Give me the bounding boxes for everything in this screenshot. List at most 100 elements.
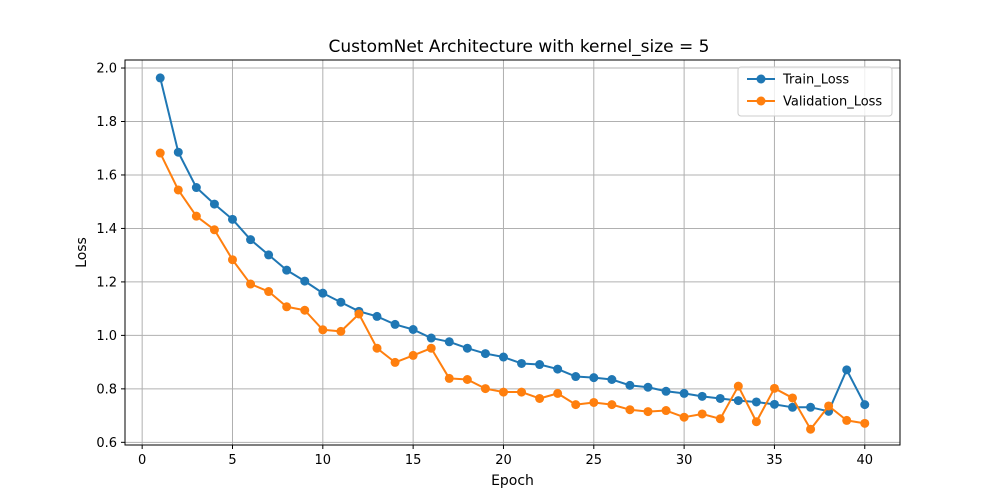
data-point-train-loss (589, 373, 599, 383)
data-point-validation-loss (517, 387, 527, 397)
data-point-validation-loss (697, 409, 707, 419)
data-point-train-loss (462, 343, 472, 353)
data-point-train-loss (173, 147, 183, 157)
data-point-validation-loss (715, 414, 725, 424)
data-point-train-loss (571, 372, 581, 382)
data-point-train-loss (480, 349, 490, 359)
data-point-train-loss (643, 382, 653, 392)
data-point-validation-loss (751, 417, 761, 427)
data-point-validation-loss (173, 185, 183, 195)
data-point-validation-loss (842, 415, 852, 425)
data-point-train-loss (625, 380, 635, 390)
data-point-train-loss (336, 297, 346, 307)
chart-title: CustomNet Architecture with kernel_size … (329, 37, 710, 57)
data-point-train-loss (390, 319, 400, 329)
plot-frame (124, 59, 901, 446)
data-point-train-loss (318, 288, 328, 298)
data-point-validation-loss (589, 397, 599, 407)
series-validation-loss (155, 148, 870, 434)
data-point-validation-loss (860, 418, 870, 428)
data-point-validation-loss (408, 350, 418, 360)
data-point-train-loss (209, 199, 219, 209)
data-point-validation-loss (444, 373, 454, 383)
y-tick-label: 1.0 (96, 329, 117, 344)
data-point-validation-loss (571, 400, 581, 410)
y-tick-label: 0.6 (96, 436, 117, 451)
data-point-validation-loss (806, 424, 816, 434)
data-point-validation-loss (354, 309, 364, 319)
y-axis-label: Loss (74, 237, 90, 268)
legend: Train_Loss Validation_Loss (737, 66, 893, 117)
data-point-train-loss (191, 183, 201, 193)
y-tick-label: 1.2 (96, 275, 117, 290)
data-point-train-loss (733, 396, 743, 406)
data-point-train-loss (860, 400, 870, 410)
y-tick-label: 1.6 (96, 168, 117, 183)
legend-marker-train-loss (756, 74, 766, 84)
data-point-validation-loss (462, 374, 472, 384)
data-point-validation-loss (372, 343, 382, 353)
legend-label-train-loss: Train_Loss (782, 73, 849, 88)
data-point-validation-loss (769, 383, 779, 393)
legend-marker-validation-loss (756, 96, 766, 106)
x-tick-label: 40 (856, 453, 873, 468)
data-point-validation-loss (824, 401, 834, 411)
data-point-validation-loss (553, 388, 563, 398)
data-point-train-loss (553, 364, 563, 374)
data-point-validation-loss (264, 287, 274, 297)
x-axis-label: Epoch (491, 473, 534, 489)
y-tick-label: 1.4 (96, 222, 117, 237)
data-point-train-loss (842, 365, 852, 375)
x-tick-label: 25 (586, 453, 603, 468)
y-tick-label: 1.8 (96, 115, 117, 130)
x-tick-label: 35 (766, 453, 783, 468)
data-point-validation-loss (155, 148, 165, 158)
x-tick-label: 0 (138, 453, 146, 468)
x-tick-label: 10 (315, 453, 332, 468)
legend-box (737, 66, 893, 117)
legend-item-train-loss: Train_Loss (747, 73, 849, 88)
data-point-train-loss (408, 325, 418, 334)
data-point-validation-loss (209, 225, 219, 235)
data-point-validation-loss (336, 326, 346, 336)
data-point-validation-loss (788, 393, 798, 403)
data-point-train-loss (661, 386, 671, 396)
data-point-train-loss (607, 374, 617, 384)
data-point-train-loss (282, 265, 292, 275)
data-point-train-loss (372, 311, 382, 321)
data-point-validation-loss (535, 393, 545, 403)
data-point-validation-loss (246, 279, 256, 289)
data-point-train-loss (246, 235, 256, 245)
series-line-train-loss (159, 77, 866, 413)
data-point-validation-loss (191, 211, 201, 221)
data-point-validation-loss (227, 255, 237, 265)
data-point-validation-loss (661, 406, 671, 416)
ticks: 0 5 10 15 20 25 30 35 40 0.6 0.8 1.0 1.2 1.4 1.6 1.8 2.0 (96, 62, 873, 468)
data-point-train-loss (751, 397, 761, 407)
data-point-validation-loss (643, 407, 653, 417)
data-point-train-loss (697, 391, 707, 401)
data-point-train-loss (444, 337, 454, 347)
legend-item-validation-loss: Validation_Loss (747, 95, 882, 110)
data-point-train-loss (769, 399, 779, 409)
data-point-train-loss (264, 250, 274, 260)
data-point-train-loss (715, 393, 725, 403)
data-point-validation-loss (300, 305, 310, 315)
series-line-validation-loss (159, 152, 865, 431)
data-point-train-loss (227, 214, 237, 224)
data-point-validation-loss (498, 387, 508, 397)
series-layer (155, 73, 870, 434)
data-point-train-loss (806, 402, 816, 412)
y-tick-label: 2.0 (96, 62, 117, 77)
x-tick-label: 15 (405, 453, 422, 468)
data-point-validation-loss (390, 357, 400, 367)
legend-label-validation-loss: Validation_Loss (783, 95, 882, 110)
data-point-train-loss (300, 276, 310, 286)
data-point-train-loss (535, 360, 545, 370)
x-tick-label: 20 (495, 453, 512, 468)
y-tick-label: 0.8 (96, 382, 117, 397)
data-point-validation-loss (733, 381, 743, 391)
x-tick-label: 30 (676, 453, 693, 468)
data-point-validation-loss (318, 325, 328, 335)
